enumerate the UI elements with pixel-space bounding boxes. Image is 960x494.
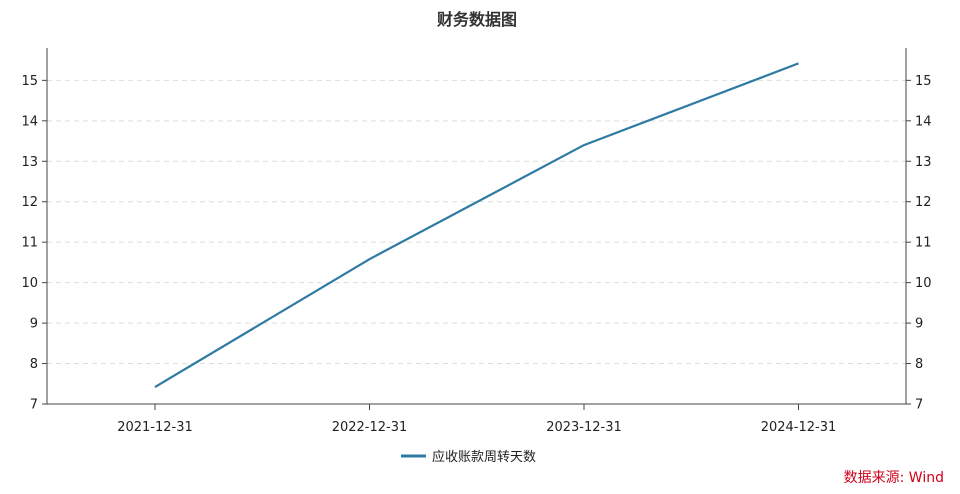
- source-label: 数据来源: Wind: [844, 470, 944, 486]
- grid: [47, 79, 906, 365]
- y-tick-label-left: 15: [21, 74, 38, 89]
- y-tick-label-right: 14: [915, 114, 932, 129]
- x-axis: 2021-12-31 2022-12-31 2023-12-31 2024-12-31: [117, 404, 836, 435]
- y-tick-label-right: 10: [915, 276, 932, 291]
- chart-title: 财务数据图: [436, 10, 517, 29]
- y-tick-label-right: 7: [915, 398, 923, 413]
- y-tick-label-left: 12: [21, 195, 38, 210]
- y-tick-label-left: 8: [30, 357, 38, 372]
- axes: [46, 48, 907, 405]
- y-axis-right: 7 8 9 10 11 12 13 14 15: [906, 74, 932, 413]
- y-tick-label-left: 14: [21, 114, 38, 129]
- series-line: [154, 62, 799, 388]
- x-tick-label: 2022-12-31: [332, 420, 408, 435]
- y-tick-label-right: 9: [915, 317, 923, 332]
- y-tick-label-left: 7: [30, 398, 38, 413]
- series-group: [154, 62, 799, 388]
- legend[interactable]: 应收账款周转天数: [401, 449, 536, 465]
- y-tick-label-right: 11: [915, 236, 932, 251]
- y-tick-label-right: 8: [915, 357, 923, 372]
- x-tick-label: 2021-12-31: [117, 420, 193, 435]
- y-tick-label-right: 13: [915, 155, 932, 170]
- y-tick-label-left: 9: [30, 317, 38, 332]
- y-tick-label-left: 10: [21, 276, 38, 291]
- x-tick-label: 2024-12-31: [761, 420, 837, 435]
- legend-label: 应收账款周转天数: [432, 449, 536, 465]
- y-tick-label-left: 13: [21, 155, 38, 170]
- x-tick-label: 2023-12-31: [546, 420, 622, 435]
- y-tick-label-right: 15: [915, 74, 932, 89]
- y-tick-label-left: 11: [21, 236, 38, 251]
- y-axis-left: 7 8 9 10 11 12 13 14 15: [21, 74, 47, 413]
- y-tick-label-right: 12: [915, 195, 932, 210]
